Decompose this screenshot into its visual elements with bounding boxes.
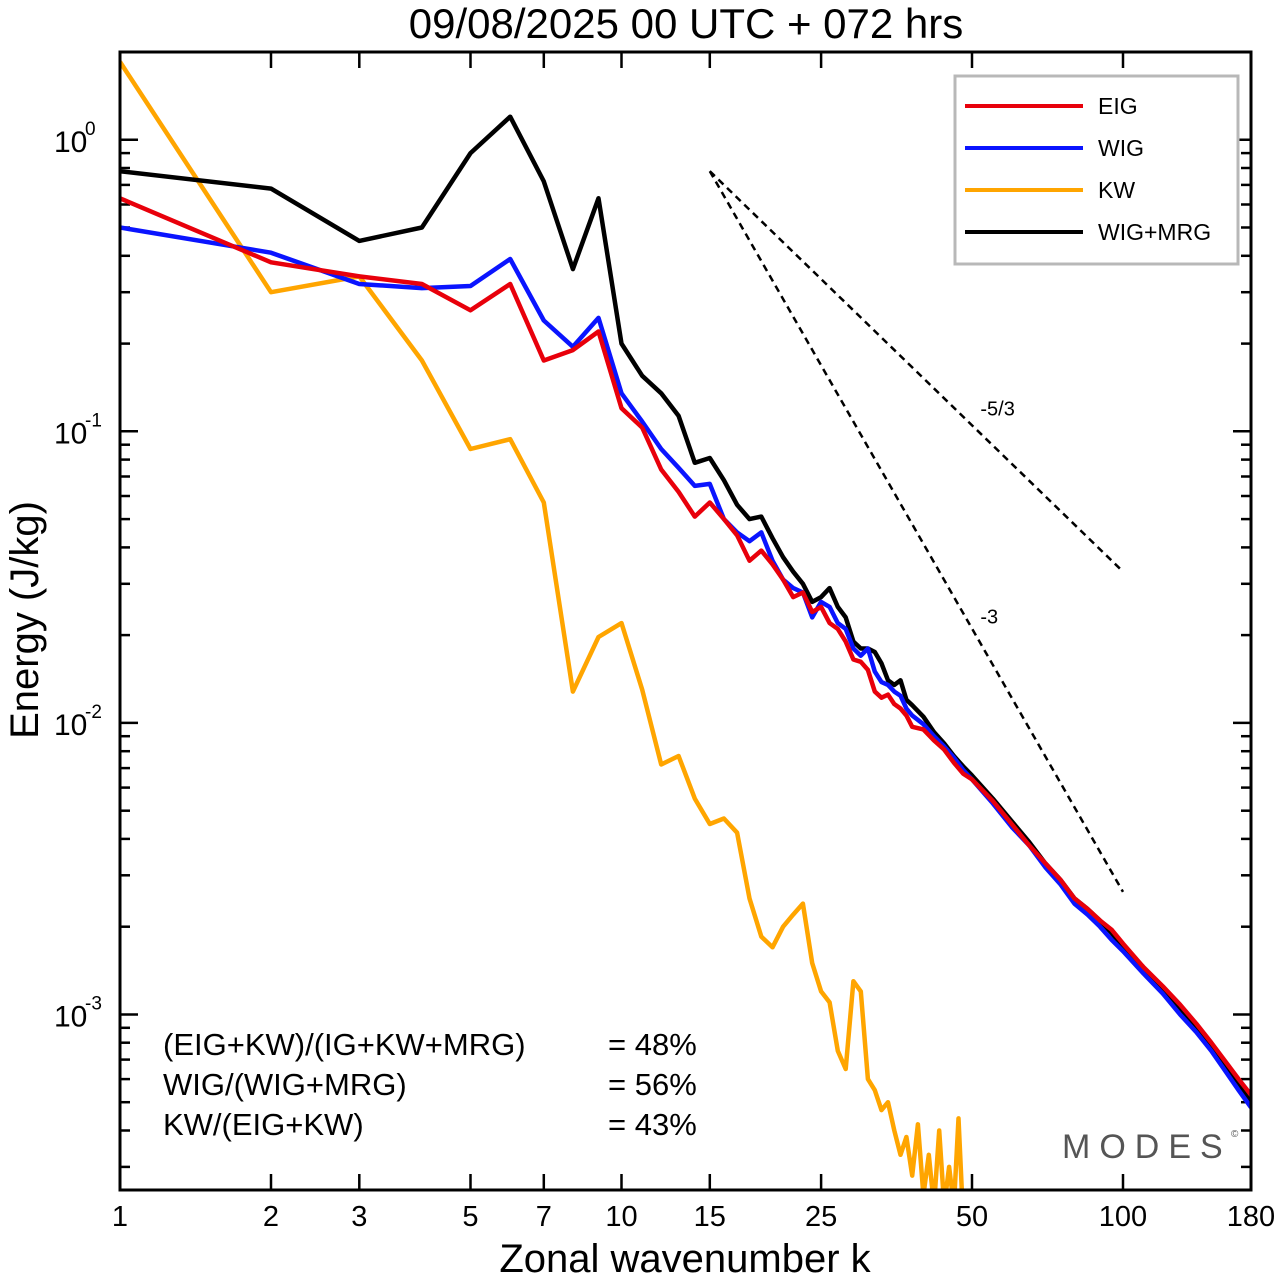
watermark-copyright-mark: © (1231, 1129, 1239, 1140)
series-line-eig (120, 196, 1251, 1097)
series-lines (120, 60, 1251, 1190)
y-axis-label: Energy (J/kg) (3, 501, 47, 739)
x-tick-label: 10 (605, 1201, 637, 1233)
ratio-value: = 56% (608, 1067, 697, 1102)
y-tick-label: 10 (54, 417, 87, 450)
modes-watermark: MODES (1062, 1128, 1232, 1166)
legend: EIG WIG KW WIG+MRG (953, 74, 1240, 266)
y-tick-label: 10 (54, 126, 87, 159)
ratio-annotations: (EIG+KW)/(IG+KW+MRG) = 48% WIG/(WIG+MRG) = … (163, 1027, 697, 1142)
x-tick-label: 50 (956, 1201, 988, 1233)
slope-line (708, 170, 1125, 893)
legend-label: WIG+MRG (1098, 219, 1211, 245)
legend-label: EIG (1098, 93, 1138, 119)
x-tick-label: 100 (1099, 1201, 1147, 1233)
slope-label: -5/3 (980, 399, 1014, 421)
reference-slope-lines: -5/3 -3 (708, 170, 1125, 893)
ratio-label: (EIG+KW)/(IG+KW+MRG) (163, 1027, 526, 1062)
y-tick-exponent: -2 (85, 702, 102, 723)
legend-label: KW (1098, 177, 1135, 203)
axis-ticks (118, 50, 1253, 1190)
y-tick-exponent: 0 (85, 119, 96, 140)
y-tick-label: 10 (54, 1001, 87, 1034)
ratio-value: = 48% (608, 1027, 697, 1062)
y-tick-label: 10 (54, 709, 87, 742)
x-tick-label: 15 (694, 1201, 726, 1233)
slope-label: -3 (980, 607, 998, 629)
x-tick-label: 25 (805, 1201, 837, 1233)
y-tick-exponent: -3 (85, 994, 102, 1015)
x-tick-labels: 1 2 3 5 7 10 15 25 50 100 180 (112, 1201, 1275, 1233)
x-tick-label: 5 (462, 1201, 478, 1233)
x-tick-label: 180 (1227, 1201, 1275, 1233)
x-tick-label: 2 (263, 1201, 279, 1233)
plot-frame (118, 50, 1253, 1192)
ratio-label: KW/(EIG+KW) (163, 1107, 364, 1142)
x-tick-label: 3 (351, 1201, 367, 1233)
chart-title: 09/08/2025 00 UTC + 072 hrs (409, 0, 964, 47)
ratio-label: WIG/(WIG+MRG) (163, 1067, 407, 1102)
ratio-value: = 43% (608, 1107, 697, 1142)
x-tick-label: 7 (536, 1201, 552, 1233)
legend-label: WIG (1098, 135, 1144, 161)
x-axis-label: Zonal wavenumber k (499, 1237, 871, 1281)
y-tick-exponent: -1 (85, 410, 102, 431)
series-line-wig (120, 225, 1251, 1109)
x-tick-label: 1 (112, 1201, 128, 1233)
series-line-kw (120, 60, 965, 1190)
